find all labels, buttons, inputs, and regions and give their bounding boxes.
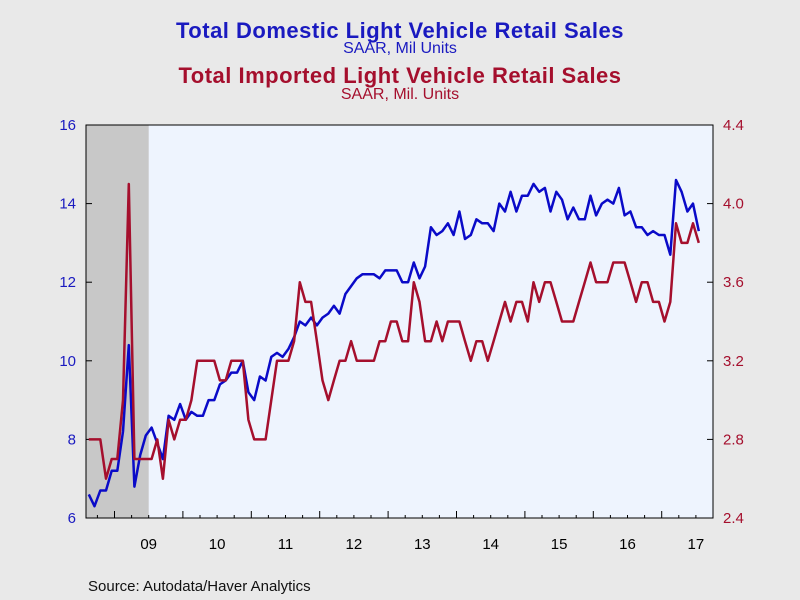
chart-title-domestic: Total Domestic Light Vehicle Retail Sale… [176,18,624,43]
y-left-tick-label: 14 [59,196,76,213]
plot-border [85,124,714,519]
y-left-tick-label: 16 [59,117,76,134]
x-tick-label: 16 [619,536,636,553]
y-right-tick-label: 3.2 [723,353,744,370]
chart-subtitle-domestic: SAAR, Mil Units [343,40,457,57]
x-tick-label: 10 [209,536,226,553]
y-right-tick-label: 4.4 [723,117,744,134]
y-left-tick-label: 6 [68,510,76,527]
chart-title-imported: Total Imported Light Vehicle Retail Sale… [178,63,622,88]
x-tick-label: 09 [140,536,157,553]
x-tick-label: 14 [482,536,499,553]
y-right-tick-label: 2.8 [723,431,744,448]
domestic-sales-line [87,178,701,508]
x-tick-label: 11 [278,536,294,553]
y-left-tick-label: 10 [59,353,76,370]
chart-subtitle-imported: SAAR, Mil. Units [340,86,460,103]
y-right-tick-label: 4.0 [723,196,744,213]
x-tick-label: 17 [688,536,705,553]
y-left-tick-label: 12 [59,274,76,291]
y-left-tick-label: 8 [68,431,76,448]
imported-sales-line [88,182,700,480]
plot-area [86,125,713,518]
x-tick-label: 13 [414,536,431,553]
y-right-tick-label: 3.6 [723,274,744,291]
source-note: Source: Autodata/Haver Analytics [88,578,311,595]
x-tick-label: 12 [346,536,363,553]
y-right-tick-label: 2.4 [723,510,744,527]
x-tick-label: 15 [551,536,568,553]
